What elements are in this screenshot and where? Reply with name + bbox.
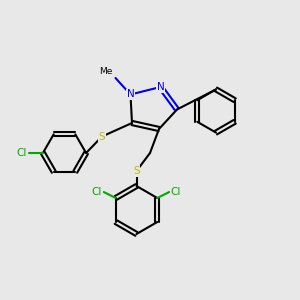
Text: S: S bbox=[99, 131, 105, 142]
Text: Cl: Cl bbox=[171, 187, 181, 197]
Text: Cl: Cl bbox=[92, 187, 102, 197]
Text: N: N bbox=[127, 89, 134, 100]
Text: Cl: Cl bbox=[16, 148, 26, 158]
Text: N: N bbox=[157, 82, 164, 92]
Text: S: S bbox=[133, 166, 140, 176]
Text: Me: Me bbox=[99, 67, 112, 76]
